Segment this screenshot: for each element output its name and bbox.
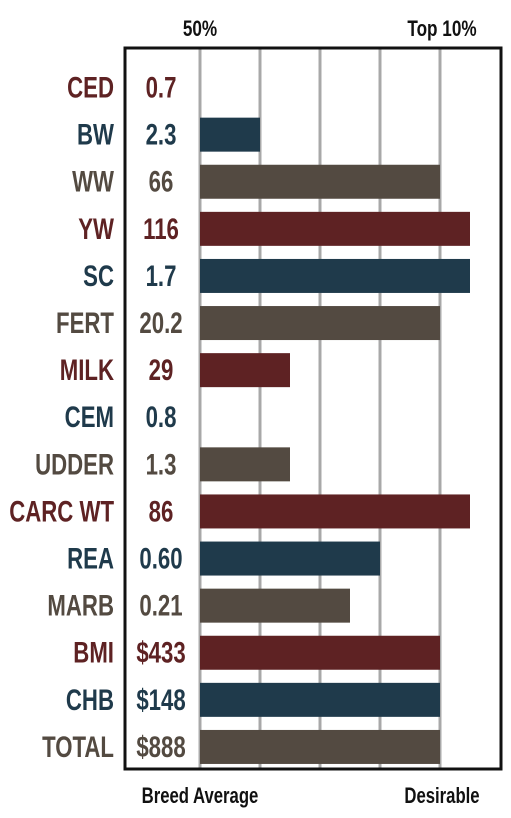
- bar-milk: [200, 353, 290, 388]
- top-label-top10: Top 10%: [407, 17, 477, 42]
- trait-value: 29: [149, 353, 174, 387]
- trait-value: 116: [143, 212, 179, 246]
- trait-value: 1.3: [146, 447, 177, 481]
- trait-label: BW: [77, 117, 114, 151]
- trait-label: WW: [72, 164, 114, 198]
- trait-label: UDDER: [35, 447, 114, 481]
- bar-chb: [200, 682, 440, 717]
- bottom-label-desirable: Desirable: [404, 784, 479, 809]
- bottom-label-breed-average: Breed Average: [142, 784, 259, 809]
- trait-label: CED: [67, 70, 114, 104]
- trait-value: 0.8: [146, 400, 177, 434]
- trait-label: CARC WT: [9, 494, 114, 528]
- trait-label: FERT: [56, 306, 114, 340]
- trait-value: 0.21: [139, 588, 182, 622]
- trait-value: 0.7: [146, 70, 177, 104]
- bar-fert: [200, 306, 440, 341]
- trait-value: 20.2: [139, 306, 182, 340]
- bar-marb: [200, 588, 350, 623]
- trait-label: REA: [67, 541, 114, 575]
- trait-label: YW: [78, 212, 114, 246]
- bar-bmi: [200, 635, 440, 670]
- labels: CED 0.7 BW 2.3 WW 66 YW 116 SC 1.7 FERT 20.2 MILK 29 C…: [9, 70, 185, 764]
- bar-total: [200, 729, 440, 764]
- trait-label: SC: [83, 259, 114, 293]
- chart-frame: [123, 46, 503, 771]
- top-label-50: 50%: [183, 17, 218, 42]
- bars: [200, 117, 470, 764]
- bar-sc: [200, 258, 470, 293]
- trait-label: MARB: [47, 588, 114, 622]
- bar-rea: [200, 541, 380, 576]
- trait-value: 2.3: [146, 117, 177, 151]
- bar-yw: [200, 211, 470, 246]
- trait-label: CHB: [66, 683, 114, 717]
- bar-udder: [200, 447, 290, 482]
- trait-value: 1.7: [146, 259, 177, 293]
- trait-label: MILK: [60, 353, 114, 387]
- trait-value: $888: [136, 730, 185, 764]
- trait-value: $148: [136, 683, 185, 717]
- trait-value: 86: [149, 494, 174, 528]
- bar-bw: [200, 117, 260, 152]
- trait-label: TOTAL: [42, 730, 114, 764]
- bar-ww: [200, 164, 440, 199]
- trait-label: CEM: [65, 400, 114, 434]
- bar-carc-wt: [200, 494, 470, 529]
- trait-value: 66: [149, 164, 174, 198]
- trait-label: BMI: [73, 635, 114, 669]
- trait-value: 0.60: [139, 541, 182, 575]
- trait-value: $433: [136, 635, 185, 669]
